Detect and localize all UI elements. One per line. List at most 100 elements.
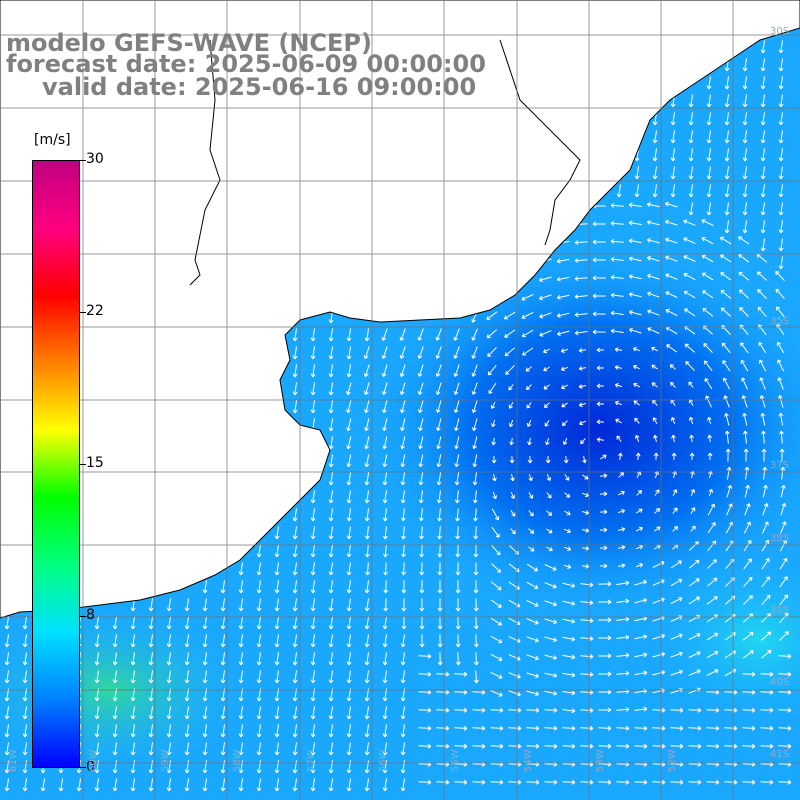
wind-arrow <box>527 455 533 464</box>
wind-arrow <box>401 598 407 612</box>
wind-arrow <box>665 273 678 280</box>
wind-arrow <box>382 778 388 792</box>
wind-arrow <box>634 670 648 676</box>
wind-arrow <box>701 219 714 226</box>
wind-arrow <box>574 312 588 318</box>
wind-arrow <box>436 689 450 695</box>
wind-arrow <box>628 274 642 280</box>
wind-arrow <box>381 382 388 395</box>
wind-arrow <box>688 651 701 658</box>
wind-arrow <box>778 653 792 659</box>
wind-arrow <box>22 706 28 720</box>
wind-arrow <box>544 725 558 731</box>
wind-arrow <box>777 359 785 372</box>
wind-arrow <box>760 631 772 641</box>
wind-arrow <box>760 184 766 198</box>
wind-arrow <box>148 616 154 630</box>
wind-arrow <box>779 576 788 588</box>
wind-arrow <box>579 420 587 426</box>
wind-arrow <box>401 562 407 576</box>
wind-arrow <box>382 490 388 504</box>
wind-arrow <box>256 724 262 738</box>
wind-arrow <box>471 364 478 377</box>
wind-arrow <box>238 778 244 792</box>
wind-arrow <box>760 148 766 162</box>
wind-arrow <box>382 706 388 720</box>
wind-arrow <box>238 562 244 576</box>
wind-arrow <box>346 400 352 414</box>
wind-arrow <box>629 327 642 334</box>
wind-arrow <box>509 437 514 446</box>
wind-arrow <box>616 707 630 712</box>
wind-arrow <box>328 544 334 558</box>
wind-arrow <box>742 779 756 785</box>
wind-arrow <box>598 725 612 731</box>
wind-arrow <box>310 742 316 756</box>
wind-arrow <box>610 221 624 226</box>
wind-arrow <box>238 742 244 756</box>
wind-arrow <box>614 347 623 352</box>
wind-arrow <box>706 689 720 695</box>
wind-arrow <box>592 329 606 335</box>
wind-arrow <box>4 706 10 720</box>
wind-arrow <box>346 724 352 738</box>
wind-arrow <box>274 634 280 648</box>
wind-arrow <box>778 148 784 162</box>
wind-arrow <box>779 557 788 570</box>
wind-arrow <box>599 545 608 551</box>
wind-arrow <box>725 448 731 462</box>
wind-arrow <box>688 596 701 605</box>
wind-arrow <box>780 521 787 534</box>
wind-arrow <box>628 256 642 262</box>
wind-arrow <box>759 377 766 390</box>
wind-arrow <box>505 365 515 375</box>
wind-arrow <box>651 346 659 352</box>
wind-arrow <box>580 779 594 785</box>
wind-arrow <box>760 725 774 731</box>
wind-arrow <box>616 725 630 731</box>
wind-arrow <box>401 526 406 540</box>
wind-arrow <box>382 418 388 432</box>
wind-arrow <box>599 509 608 515</box>
wind-arrow <box>363 364 370 377</box>
wind-arrow <box>509 455 515 464</box>
wind-arrow <box>633 382 641 388</box>
wind-arrow <box>563 455 569 464</box>
wind-arrow <box>508 402 514 409</box>
wind-arrow <box>616 743 630 749</box>
wind-arrow <box>742 631 754 641</box>
wind-arrow <box>274 742 280 756</box>
wind-arrow <box>166 598 172 612</box>
wind-arrow <box>22 616 28 630</box>
wind-arrow <box>364 652 370 666</box>
lon-label: 52W <box>667 749 678 772</box>
wind-arrow <box>634 706 648 712</box>
wind-arrow <box>40 778 46 792</box>
wind-arrow <box>561 384 569 390</box>
wind-arrow <box>742 725 756 731</box>
wind-arrow <box>292 706 298 720</box>
wind-arrow <box>130 760 136 774</box>
wind-arrow <box>719 236 732 245</box>
wind-arrow <box>328 724 334 738</box>
wind-arrow <box>220 580 226 594</box>
wind-arrow <box>632 364 641 370</box>
wind-arrow <box>202 670 208 684</box>
wind-arrow <box>742 430 748 444</box>
forecast-date: forecast date: 2025-06-09 00:00:00 <box>6 50 486 78</box>
wind-arrow <box>526 384 532 391</box>
wind-arrow <box>521 329 534 338</box>
wind-arrow <box>635 563 644 568</box>
wind-arrow <box>598 779 612 785</box>
wind-arrow <box>556 294 570 300</box>
wind-arrow <box>596 365 605 371</box>
wind-arrow <box>689 434 695 443</box>
wind-arrow <box>383 580 389 594</box>
wind-arrow <box>616 580 630 586</box>
wind-arrow <box>148 634 154 648</box>
wind-arrow <box>328 706 334 720</box>
wind-arrow <box>364 598 370 612</box>
wind-arrow <box>688 416 694 425</box>
wind-arrow <box>256 760 262 774</box>
wind-arrow <box>418 454 424 468</box>
